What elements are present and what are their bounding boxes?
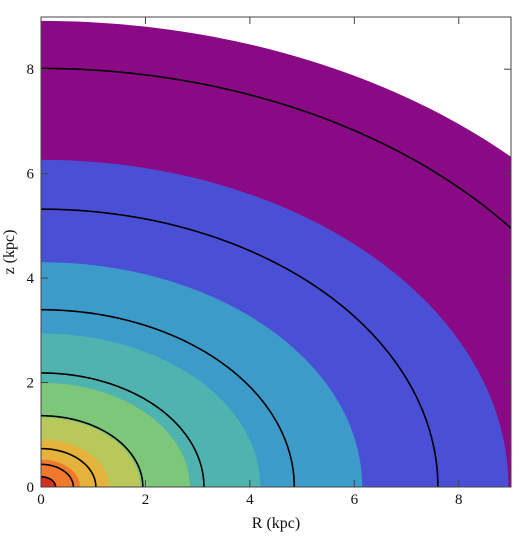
x-tick-label: 8 xyxy=(455,492,463,508)
y-axis-ticks: 0 2 4 6 8 xyxy=(27,62,511,496)
plot-frame xyxy=(40,16,512,488)
y-tick-label: 4 xyxy=(27,271,35,287)
contour-line-8 xyxy=(41,67,511,230)
x-tick-label: 4 xyxy=(246,492,254,508)
y-tick-label: 6 xyxy=(27,167,35,183)
x-tick-label: 6 xyxy=(351,492,359,508)
contour-line-3 xyxy=(41,447,97,487)
x-axis-label: R (kpc) xyxy=(252,515,300,532)
filled-contour-bands xyxy=(41,20,511,487)
contour-line-6 xyxy=(41,308,296,487)
contour-band-9 xyxy=(41,476,56,487)
contour-line-5 xyxy=(41,372,205,487)
contour-line-2 xyxy=(41,463,75,487)
contour-line-4 xyxy=(41,414,144,487)
x-tick-label: 0 xyxy=(37,492,45,508)
y-tick-label: 2 xyxy=(27,376,35,392)
x-tick-label: 2 xyxy=(142,492,150,508)
contour-line-1 xyxy=(41,475,57,487)
contour-line-7 xyxy=(41,208,439,487)
y-tick-label: 8 xyxy=(27,62,35,78)
x-axis-ticks: 0 2 4 6 8 xyxy=(37,17,463,508)
y-tick-label: 0 xyxy=(27,480,35,496)
contour-lines xyxy=(41,67,511,487)
y-axis-label: z (kpc) xyxy=(1,230,18,275)
